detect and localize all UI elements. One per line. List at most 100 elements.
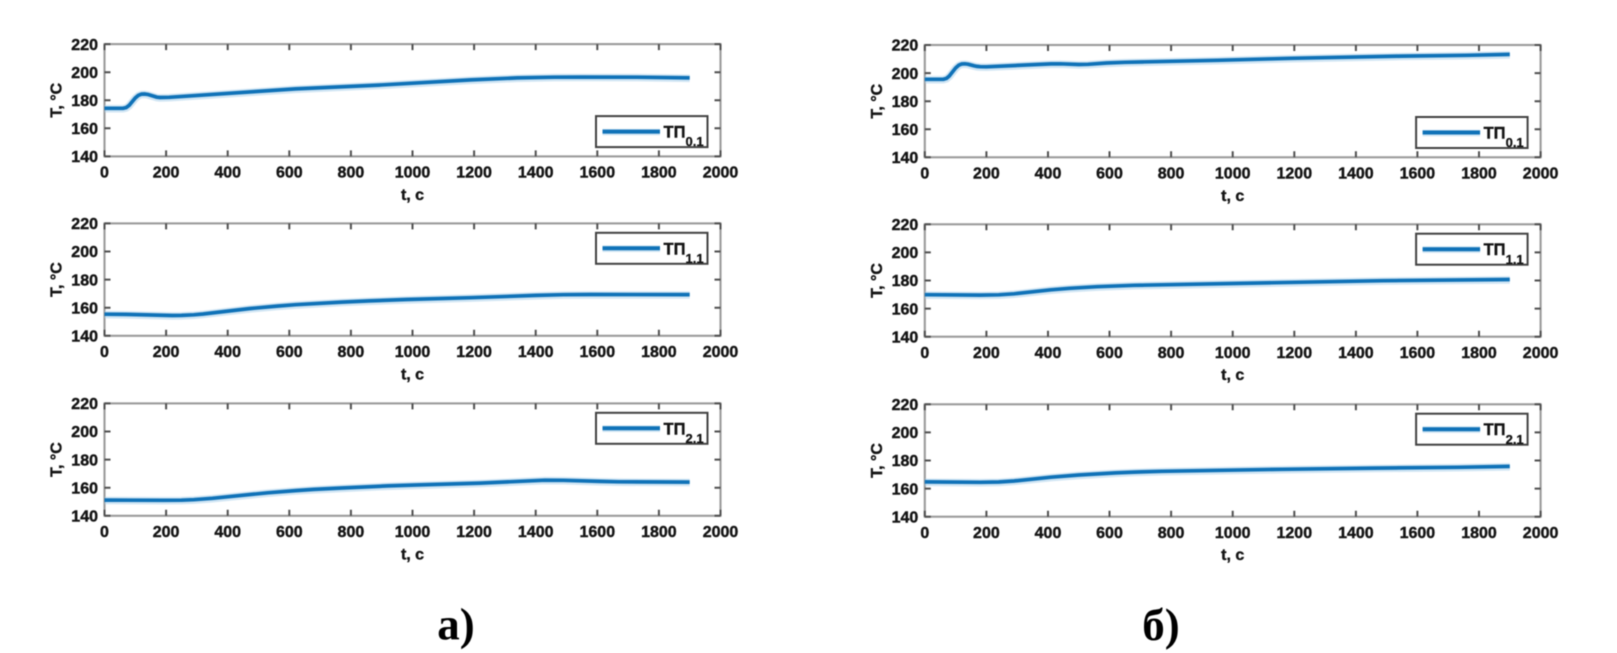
svg-text:220: 220 bbox=[892, 397, 919, 414]
svg-text:800: 800 bbox=[1158, 166, 1185, 183]
svg-text:1800: 1800 bbox=[641, 165, 677, 182]
svg-text:220: 220 bbox=[892, 38, 919, 55]
svg-text:2000: 2000 bbox=[1523, 345, 1559, 362]
svg-text:140: 140 bbox=[892, 150, 919, 167]
svg-text:600: 600 bbox=[1096, 345, 1123, 362]
svg-text:1400: 1400 bbox=[518, 344, 554, 361]
svg-text:а): а) bbox=[437, 600, 475, 650]
svg-text:T, °C: T, °C bbox=[869, 83, 886, 118]
svg-text:t, c: t, c bbox=[401, 187, 424, 204]
svg-text:600: 600 bbox=[276, 165, 303, 182]
svg-text:t, c: t, c bbox=[1221, 547, 1244, 564]
svg-text:T, °C: T, °C bbox=[869, 263, 886, 298]
svg-text:200: 200 bbox=[973, 166, 1000, 183]
svg-text:0: 0 bbox=[100, 344, 109, 361]
svg-text:1000: 1000 bbox=[1215, 525, 1251, 542]
svg-text:ТП: ТП bbox=[1484, 421, 1506, 439]
svg-text:2000: 2000 bbox=[703, 344, 739, 361]
svg-text:0: 0 bbox=[100, 524, 109, 541]
svg-text:220: 220 bbox=[71, 396, 98, 413]
svg-text:1200: 1200 bbox=[456, 165, 492, 182]
svg-text:400: 400 bbox=[214, 344, 241, 361]
svg-text:T, °C: T, °C bbox=[49, 82, 66, 117]
svg-text:1000: 1000 bbox=[395, 524, 431, 541]
svg-text:220: 220 bbox=[71, 216, 98, 233]
svg-text:0: 0 bbox=[920, 166, 929, 183]
svg-text:600: 600 bbox=[1096, 166, 1123, 183]
svg-text:160: 160 bbox=[71, 480, 98, 497]
svg-text:T, °C: T, °C bbox=[869, 443, 886, 478]
svg-text:2000: 2000 bbox=[703, 524, 739, 541]
svg-text:600: 600 bbox=[276, 344, 303, 361]
svg-text:200: 200 bbox=[153, 165, 180, 182]
svg-text:200: 200 bbox=[892, 66, 919, 83]
svg-text:200: 200 bbox=[892, 245, 919, 262]
svg-text:140: 140 bbox=[71, 149, 98, 166]
svg-text:400: 400 bbox=[1035, 525, 1062, 542]
svg-text:400: 400 bbox=[1035, 345, 1062, 362]
svg-text:140: 140 bbox=[71, 329, 98, 346]
svg-text:1200: 1200 bbox=[456, 344, 492, 361]
svg-text:1600: 1600 bbox=[580, 524, 616, 541]
svg-text:200: 200 bbox=[973, 525, 1000, 542]
svg-text:800: 800 bbox=[1158, 345, 1185, 362]
svg-text:2.1: 2.1 bbox=[686, 431, 704, 446]
svg-text:ТП: ТП bbox=[1484, 241, 1506, 259]
svg-text:1000: 1000 bbox=[1215, 345, 1251, 362]
svg-text:t, c: t, c bbox=[1221, 367, 1244, 384]
svg-text:1000: 1000 bbox=[395, 344, 431, 361]
svg-text:800: 800 bbox=[338, 524, 365, 541]
svg-text:400: 400 bbox=[214, 165, 241, 182]
svg-text:T, °C: T, °C bbox=[49, 442, 66, 477]
svg-text:1400: 1400 bbox=[1338, 345, 1374, 362]
svg-text:1200: 1200 bbox=[1277, 525, 1313, 542]
svg-text:180: 180 bbox=[71, 93, 98, 110]
svg-text:1400: 1400 bbox=[1338, 525, 1374, 542]
svg-text:800: 800 bbox=[1158, 525, 1185, 542]
svg-text:t, c: t, c bbox=[401, 366, 424, 383]
svg-text:800: 800 bbox=[338, 165, 365, 182]
svg-text:1800: 1800 bbox=[641, 344, 677, 361]
svg-text:200: 200 bbox=[153, 524, 180, 541]
svg-text:1800: 1800 bbox=[1461, 166, 1497, 183]
svg-text:200: 200 bbox=[892, 425, 919, 442]
svg-text:600: 600 bbox=[1096, 525, 1123, 542]
svg-text:140: 140 bbox=[892, 509, 919, 526]
svg-text:ТП: ТП bbox=[1484, 125, 1506, 143]
svg-text:180: 180 bbox=[892, 94, 919, 111]
svg-text:0.1: 0.1 bbox=[1506, 135, 1524, 150]
svg-text:400: 400 bbox=[214, 524, 241, 541]
svg-text:T, °C: T, °C bbox=[49, 262, 66, 297]
svg-text:1600: 1600 bbox=[580, 165, 616, 182]
svg-text:180: 180 bbox=[71, 272, 98, 289]
svg-text:0: 0 bbox=[100, 165, 109, 182]
svg-text:1800: 1800 bbox=[641, 524, 677, 541]
svg-text:1600: 1600 bbox=[1400, 345, 1436, 362]
svg-text:200: 200 bbox=[71, 65, 98, 82]
svg-text:2000: 2000 bbox=[1523, 525, 1559, 542]
svg-text:2.1: 2.1 bbox=[1506, 432, 1524, 447]
svg-text:0: 0 bbox=[920, 525, 929, 542]
svg-text:2000: 2000 bbox=[1523, 166, 1559, 183]
svg-text:1600: 1600 bbox=[580, 344, 616, 361]
svg-text:200: 200 bbox=[153, 344, 180, 361]
svg-text:160: 160 bbox=[71, 121, 98, 138]
svg-text:1200: 1200 bbox=[456, 524, 492, 541]
svg-text:ТП: ТП bbox=[664, 240, 686, 258]
svg-text:1400: 1400 bbox=[518, 165, 554, 182]
svg-text:1.1: 1.1 bbox=[1506, 252, 1524, 267]
svg-text:200: 200 bbox=[71, 424, 98, 441]
svg-text:1600: 1600 bbox=[1400, 166, 1436, 183]
svg-text:220: 220 bbox=[892, 217, 919, 234]
svg-text:180: 180 bbox=[892, 273, 919, 290]
svg-text:1400: 1400 bbox=[518, 524, 554, 541]
svg-text:1800: 1800 bbox=[1461, 345, 1497, 362]
svg-text:800: 800 bbox=[338, 344, 365, 361]
svg-text:600: 600 bbox=[276, 524, 303, 541]
svg-text:0.1: 0.1 bbox=[686, 134, 704, 149]
svg-text:160: 160 bbox=[892, 122, 919, 139]
svg-text:180: 180 bbox=[892, 453, 919, 470]
svg-text:160: 160 bbox=[892, 481, 919, 498]
svg-text:ТП: ТП bbox=[664, 420, 686, 438]
svg-text:1000: 1000 bbox=[395, 165, 431, 182]
